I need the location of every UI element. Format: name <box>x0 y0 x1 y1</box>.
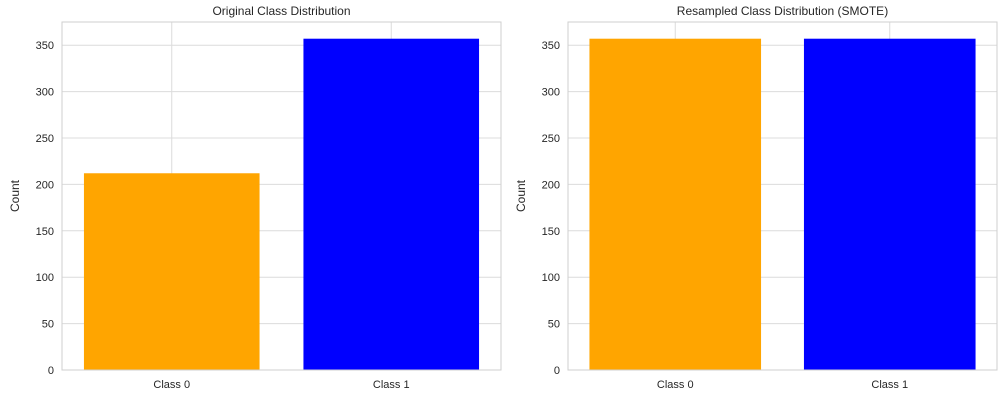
chart-original-distribution: Original Class Distribution Count 0 50 100… <box>8 4 502 391</box>
y-tick-label: 300 <box>36 87 54 99</box>
plot-frame <box>61 21 502 371</box>
y-tick-label: 0 <box>48 365 54 377</box>
y-tick-label: 250 <box>36 133 54 145</box>
y-tick-label: 0 <box>554 365 560 377</box>
bar-class-1 <box>303 38 480 370</box>
y-tick-label: 100 <box>36 272 54 284</box>
y-tick-label: 300 <box>542 87 560 99</box>
y-tick-label: 150 <box>36 226 54 238</box>
y-tick-label: 50 <box>548 319 560 331</box>
plot-frame <box>567 21 998 371</box>
y-tick-label: 100 <box>542 272 560 284</box>
y-axis-label: Count <box>514 179 528 212</box>
x-tick-label: Class 0 <box>153 379 190 391</box>
x-tick-label: Class 0 <box>657 379 694 391</box>
y-tick-label: 200 <box>36 179 54 191</box>
y-tick-label: 350 <box>36 40 54 52</box>
y-axis-label: Count <box>8 179 22 212</box>
y-tick-label: 250 <box>542 133 560 145</box>
bar-class-0 <box>83 173 260 370</box>
chart-title: Resampled Class Distribution (SMOTE) <box>677 4 888 18</box>
chart-title: Original Class Distribution <box>212 4 350 18</box>
x-tick-label: Class 1 <box>871 379 908 391</box>
x-tick-label: Class 1 <box>373 379 410 391</box>
bar-class-1 <box>803 38 976 370</box>
y-tick-label: 150 <box>542 226 560 238</box>
y-tick-label: 350 <box>542 40 560 52</box>
y-tick-label: 200 <box>542 179 560 191</box>
bar-class-0 <box>589 38 762 370</box>
y-tick-label: 50 <box>42 319 54 331</box>
chart-resampled-distribution: Resampled Class Distribution (SMOTE) Cou… <box>514 4 998 391</box>
